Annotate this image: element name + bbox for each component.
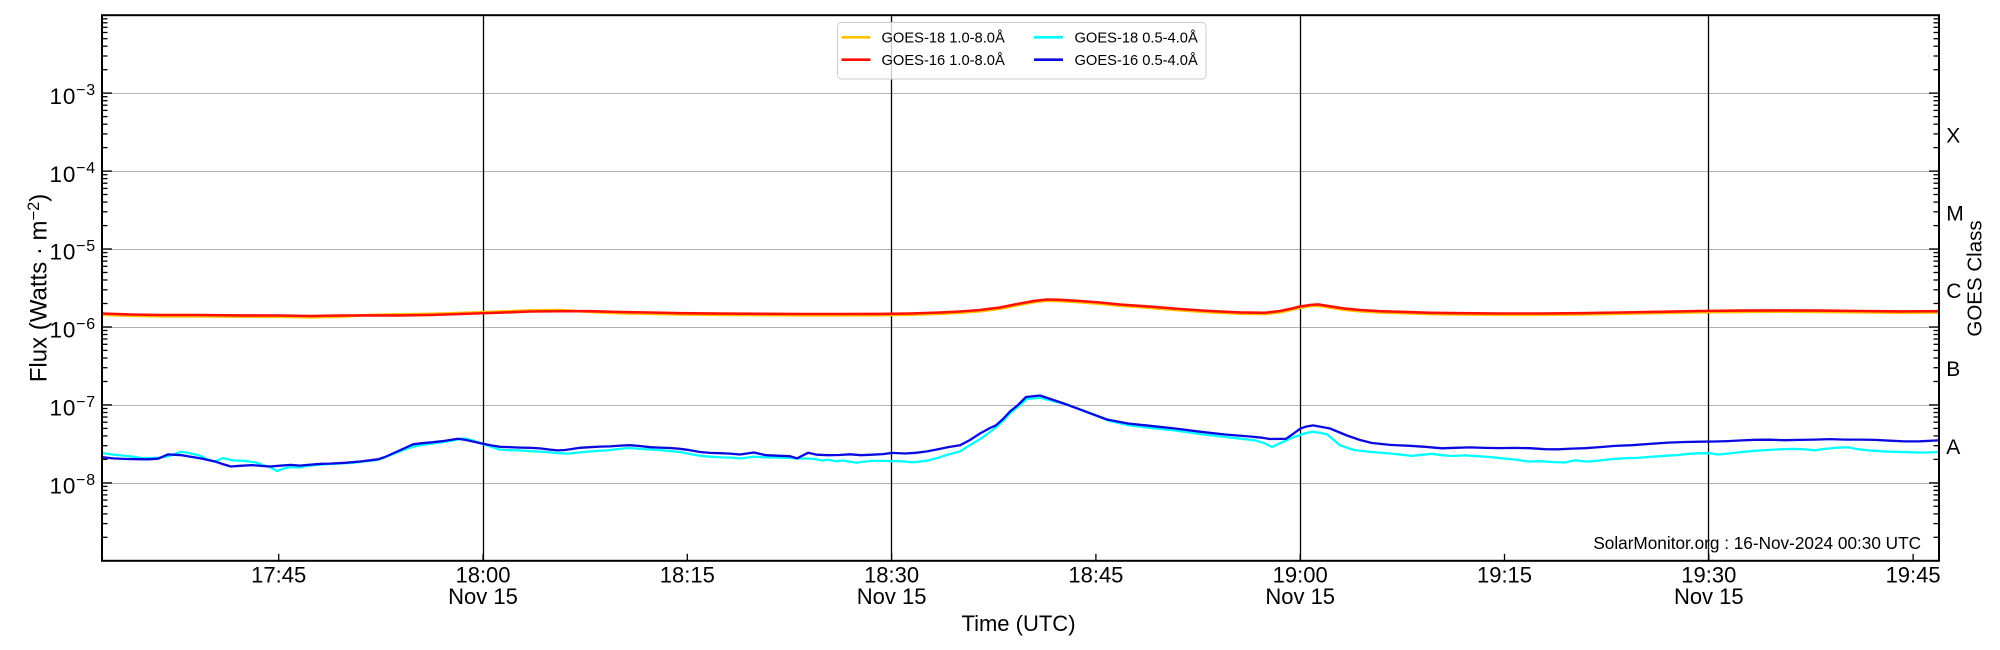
svg-text:19:15: 19:15 — [1477, 562, 1532, 587]
svg-text:GOES-18 0.5-4.0Å: GOES-18 0.5-4.0Å — [1075, 30, 1198, 47]
svg-text:19:30: 19:30 — [1681, 562, 1736, 587]
svg-text:A: A — [1946, 436, 1960, 459]
svg-text:10−7: 10−7 — [50, 394, 96, 421]
svg-text:10−3: 10−3 — [50, 82, 96, 109]
svg-text:Nov 15: Nov 15 — [1674, 584, 1744, 609]
svg-text:18:30: 18:30 — [864, 562, 919, 587]
svg-text:B: B — [1946, 358, 1960, 381]
svg-text:Nov 15: Nov 15 — [857, 584, 927, 609]
svg-text:18:00: 18:00 — [455, 562, 510, 587]
svg-text:Flux (Watts · m−2): Flux (Watts · m−2) — [25, 194, 53, 382]
svg-text:GOES-18 1.0-8.0Å: GOES-18 1.0-8.0Å — [882, 30, 1005, 47]
svg-text:SolarMonitor.org : 16-Nov-2024: SolarMonitor.org : 16-Nov-2024 00:30 UTC — [1593, 533, 1921, 553]
svg-text:17:45: 17:45 — [251, 562, 306, 587]
svg-text:Nov 15: Nov 15 — [1265, 584, 1335, 609]
svg-text:19:00: 19:00 — [1273, 562, 1328, 587]
svg-text:10−6: 10−6 — [50, 316, 96, 343]
svg-text:GOES Class: GOES Class — [1964, 220, 1987, 336]
svg-text:Time (UTC): Time (UTC) — [961, 611, 1075, 636]
svg-text:M: M — [1946, 202, 1964, 225]
svg-text:X: X — [1946, 124, 1960, 147]
svg-text:Nov 15: Nov 15 — [448, 584, 518, 609]
svg-text:18:45: 18:45 — [1068, 562, 1123, 587]
svg-text:GOES-16 1.0-8.0Å: GOES-16 1.0-8.0Å — [882, 52, 1005, 69]
svg-text:19:45: 19:45 — [1886, 562, 1941, 587]
svg-text:GOES-16 0.5-4.0Å: GOES-16 0.5-4.0Å — [1075, 52, 1198, 69]
svg-text:C: C — [1946, 280, 1961, 303]
svg-text:18:15: 18:15 — [660, 562, 715, 587]
